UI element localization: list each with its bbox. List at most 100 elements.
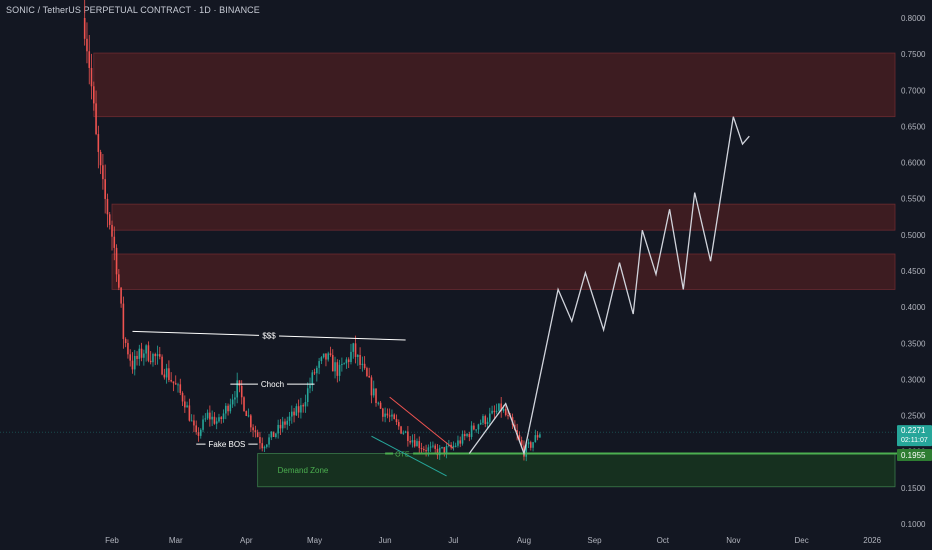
candle-body [225, 405, 227, 414]
candle-body [288, 416, 291, 421]
candle-body [336, 362, 339, 376]
candle-body [149, 360, 152, 363]
candle-body [539, 434, 541, 438]
candle-body [345, 359, 348, 364]
candle-body [391, 414, 393, 417]
candle-body [99, 151, 102, 166]
candle-body [331, 355, 334, 372]
candle-body [186, 405, 188, 408]
candle-body [115, 247, 118, 275]
candle-body [297, 406, 300, 413]
candle-body [193, 420, 195, 426]
candle-body [291, 411, 293, 417]
candle-body [316, 367, 318, 374]
candle-body [452, 445, 455, 448]
candle-body [338, 364, 341, 376]
candle-body [143, 353, 145, 358]
candle-body [311, 372, 314, 386]
candle-body [190, 420, 193, 422]
candle-body [247, 415, 250, 417]
candle-body [270, 431, 273, 438]
candle-body [211, 416, 213, 420]
candle-body [120, 287, 122, 304]
candle-body [347, 359, 350, 363]
candle-body [215, 421, 218, 424]
x-tick-label: Feb [105, 536, 119, 545]
candle-body [370, 377, 373, 396]
candle-body [384, 413, 386, 417]
candle-body [461, 434, 464, 444]
candle-body [486, 421, 489, 425]
candle-body [179, 384, 182, 393]
candle-body [411, 440, 414, 443]
liquidity-line [279, 335, 406, 341]
candle-body [111, 224, 113, 237]
candle-body [516, 430, 518, 435]
candle-body [470, 425, 473, 437]
candles-layer [83, 0, 541, 462]
y-tick-label: 0.3500 [901, 339, 926, 348]
candle-body [184, 401, 186, 408]
candle-body [252, 427, 254, 431]
candle-body [498, 403, 500, 411]
y-tick-label: 0.6000 [901, 159, 926, 168]
candle-body [97, 134, 100, 152]
candle-body [459, 440, 462, 444]
y-tick-label: 0.7500 [901, 50, 926, 59]
candle-body [363, 363, 366, 369]
y-tick-label: 0.7000 [901, 86, 926, 95]
candle-body [300, 405, 302, 413]
candle-body [113, 236, 116, 248]
candle-body [329, 353, 332, 356]
candle-body [170, 379, 172, 382]
candle-body [463, 434, 466, 437]
candle-body [174, 383, 177, 385]
supply-zone-1 [111, 203, 896, 231]
x-tick-label: Mar [169, 536, 183, 545]
candle-body [243, 397, 245, 412]
last-price-value: 0.2271 [901, 426, 926, 435]
candle-body [227, 405, 229, 412]
candle-body [90, 67, 93, 87]
candle-body [359, 354, 361, 365]
candle-body [138, 348, 141, 359]
candle-body [275, 433, 277, 438]
candle-body [263, 446, 266, 449]
candle-body [438, 447, 441, 456]
y-tick-label: 0.3000 [901, 375, 926, 384]
candle-body [136, 355, 138, 359]
candle-body [188, 405, 191, 421]
countdown-timer: 02:11:07 [901, 437, 928, 444]
candle-body [434, 445, 436, 449]
candle-body [220, 417, 223, 419]
annotations-layer: $$$ Choch Fake BOS OTE [132, 330, 932, 477]
candle-body [436, 448, 439, 456]
candle-body [104, 179, 106, 199]
candle-body [477, 424, 480, 430]
candle-body [256, 432, 259, 438]
liquidity-label: $$$ [262, 332, 276, 341]
candle-body [131, 360, 134, 370]
candle-body [168, 368, 170, 380]
candle-body [518, 434, 521, 441]
x-tick-label: 2026 [863, 536, 881, 545]
candle-body [350, 351, 352, 363]
candle-body [129, 354, 132, 361]
candle-body [352, 343, 355, 352]
candle-body [218, 417, 220, 422]
candle-body [475, 429, 477, 431]
projection-path [468, 116, 750, 456]
candle-body [418, 441, 421, 449]
candle-body [482, 416, 484, 423]
demand-zone-3 [257, 453, 896, 488]
candle-body [222, 413, 225, 419]
y-tick-label: 0.6500 [901, 122, 926, 131]
ote-label: OTE [395, 452, 410, 459]
candle-body [409, 440, 411, 443]
time-axis[interactable]: Feb Mar Apr May Jun Jul Aug Sep Oct Nov Dec 2026 [105, 536, 882, 545]
candle-body [234, 397, 236, 400]
candle-body [229, 404, 232, 412]
x-tick-label: Apr [240, 536, 253, 545]
candle-body [341, 364, 343, 366]
